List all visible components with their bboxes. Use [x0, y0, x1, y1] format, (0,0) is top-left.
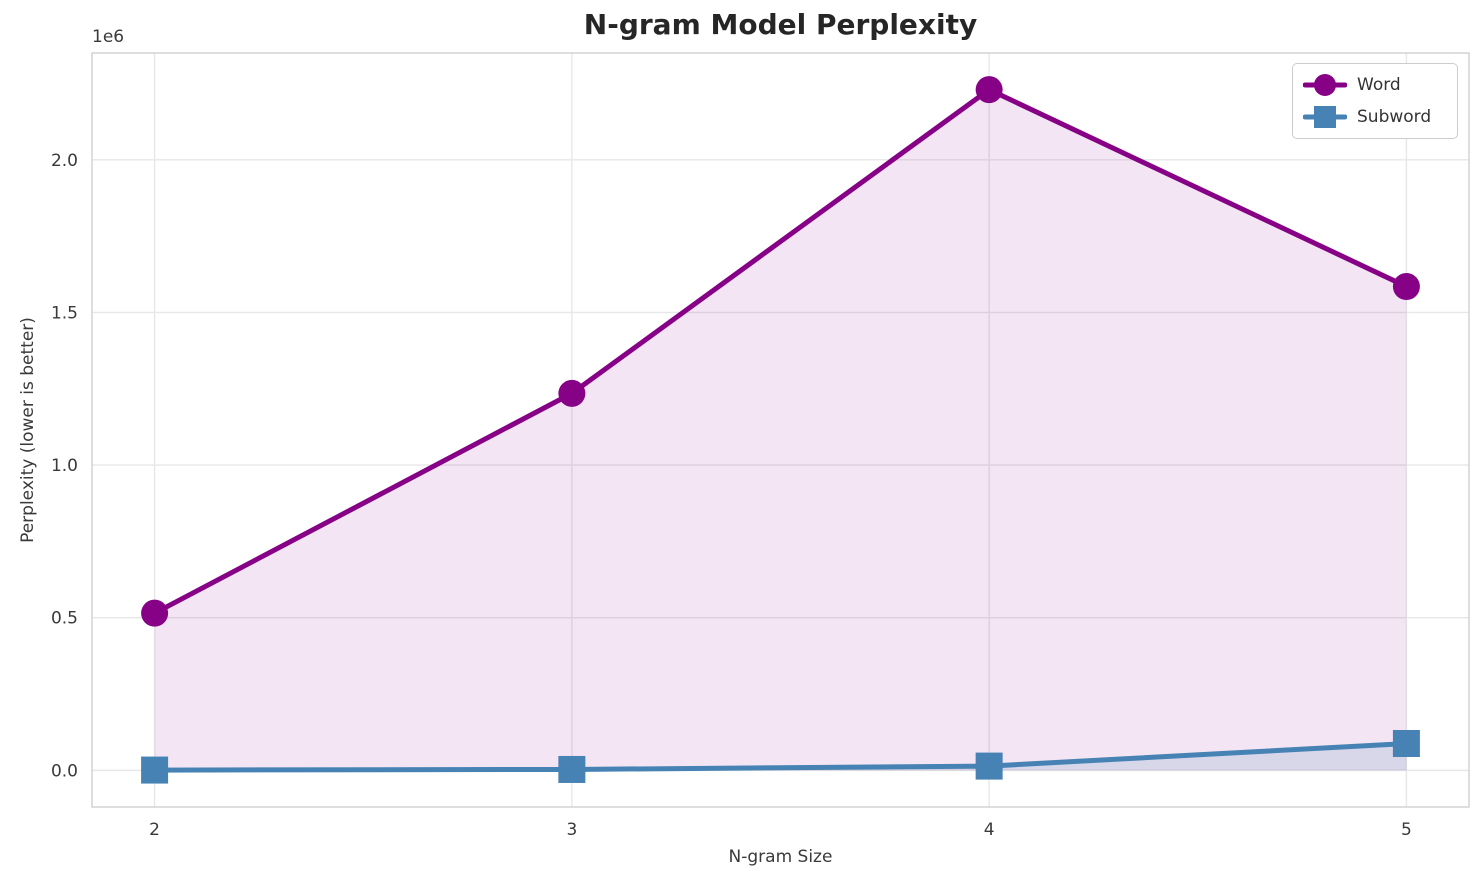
legend-label-word: Word: [1357, 75, 1401, 95]
legend-item-subword: Subword: [1303, 103, 1447, 131]
legend-label-subword: Subword: [1357, 107, 1432, 127]
subword-data-point: [1392, 730, 1420, 758]
subword-fill-area: [154, 743, 1407, 771]
subword-data-point: [141, 756, 169, 784]
y-axis-label: Perplexity (lower is better): [18, 317, 38, 543]
x-tick-label: 5: [1401, 820, 1412, 840]
y-tick-label: 0.0: [51, 761, 78, 781]
subword-line-square-marker-icon: [1303, 106, 1347, 128]
y-tick-label: 1.0: [51, 456, 78, 476]
legend: Word Subword: [1292, 63, 1458, 139]
word-data-point: [1392, 273, 1420, 301]
x-axis-label: N-gram Size: [728, 847, 833, 867]
y-tick-label: 1.5: [51, 303, 78, 323]
y-axis-offset-label: 1e6: [92, 27, 125, 47]
subword-data-point: [558, 755, 586, 783]
word-fill-area: [154, 89, 1407, 771]
x-tick-label: 4: [984, 820, 995, 840]
x-tick-label: 2: [149, 820, 160, 840]
subword-data-point: [975, 752, 1003, 780]
word-data-point: [558, 379, 586, 407]
x-tick-label: 3: [566, 820, 577, 840]
word-line-circle-marker-icon: [1303, 74, 1347, 96]
word-line: [152, 87, 1409, 616]
y-tick-label: 0.5: [51, 609, 78, 629]
y-tick-label: 2.0: [51, 151, 78, 171]
word-data-point: [975, 76, 1003, 104]
chart-title: N-gram Model Perplexity: [583, 8, 978, 41]
plot-border: [91, 52, 1470, 808]
legend-item-word: Word: [1303, 71, 1447, 99]
subword-line: [152, 741, 1409, 773]
word-data-point: [141, 599, 169, 627]
